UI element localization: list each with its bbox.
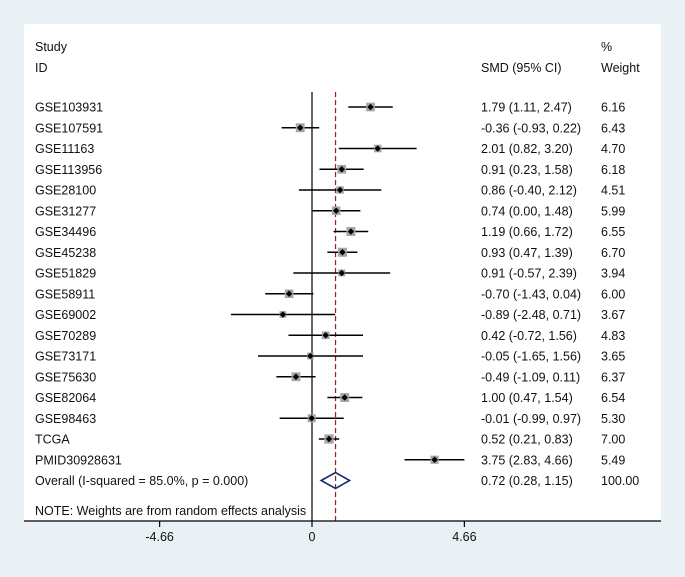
study-label: GSE98463	[35, 412, 96, 426]
ci-text: 1.19 (0.66, 1.72)	[481, 225, 573, 239]
point-estimate	[347, 228, 355, 235]
ci-text: -0.70 (-1.43, 0.04)	[481, 287, 581, 301]
study-label: GSE75630	[35, 370, 96, 384]
point-estimate	[307, 352, 314, 360]
ci-text: -0.89 (-2.48, 0.71)	[481, 308, 581, 322]
ci-text: 2.01 (0.82, 3.20)	[481, 142, 573, 156]
study-label: GSE103931	[35, 101, 103, 115]
study-label: PMID30928631	[35, 453, 122, 467]
weight-text: 6.18	[601, 163, 625, 177]
study-label: GSE45238	[35, 246, 96, 260]
ci-text: -0.49 (-1.09, 0.11)	[481, 370, 580, 384]
study-label: GSE28100	[35, 184, 96, 198]
x-axis: -4.66 0 4.66	[24, 520, 661, 544]
weight-text: 3.67	[601, 308, 625, 322]
header-smd: SMD (95% CI)	[481, 61, 562, 75]
weight-text: 7.00	[601, 433, 625, 447]
point-estimate	[292, 373, 300, 381]
point-estimate	[322, 331, 329, 339]
ci-text: 0.86 (-0.40, 2.12)	[481, 184, 577, 198]
ci-text: 1.00 (0.47, 1.54)	[481, 391, 573, 405]
ci-text: -0.05 (-1.65, 1.56)	[481, 350, 581, 364]
point-estimate	[431, 456, 438, 464]
weight-text: 6.55	[601, 225, 625, 239]
x-tick-label: 4.66	[452, 530, 476, 544]
ci-text: 0.74 (0.00, 1.48)	[481, 204, 573, 218]
point-estimate	[338, 165, 346, 173]
point-estimate	[332, 207, 340, 215]
x-tick-label: -4.66	[145, 530, 174, 544]
point-estimate	[279, 311, 287, 318]
ci-text: -0.01 (-0.99, 0.97)	[481, 412, 581, 426]
overall-label: Overall (I-squared = 85.0%, p = 0.000)	[35, 474, 248, 488]
point-estimate	[339, 248, 346, 256]
study-label: GSE11163	[35, 142, 94, 156]
weight-text: 4.51	[601, 184, 625, 198]
point-estimate	[308, 414, 315, 422]
point-estimate	[374, 145, 381, 152]
weight-text: 4.83	[601, 329, 625, 343]
study-label: GSE31277	[35, 204, 96, 218]
study-label: GSE82064	[35, 391, 96, 405]
point-estimate	[285, 290, 293, 298]
ci-text: 0.91 (0.23, 1.58)	[481, 163, 573, 177]
weight-text: 4.70	[601, 142, 625, 156]
weight-text: 5.99	[601, 204, 625, 218]
point-estimate	[325, 435, 333, 443]
weight-text: 3.94	[601, 267, 625, 281]
ci-text: -0.36 (-0.93, 0.22)	[481, 121, 581, 135]
weight-text: 6.00	[601, 287, 625, 301]
ci-text: 1.79 (1.11, 2.47)	[481, 101, 572, 115]
weight-text: 6.16	[601, 101, 625, 115]
header-study: Study	[35, 40, 68, 54]
ci-text: 0.91 (-0.57, 2.39)	[481, 267, 577, 281]
ci-text: 0.93 (0.47, 1.39)	[481, 246, 573, 260]
study-label: GSE107591	[35, 121, 103, 135]
note-text: NOTE: Weights are from random effects an…	[35, 504, 306, 518]
weight-text: 3.65	[601, 350, 625, 364]
header-id: ID	[35, 61, 48, 75]
study-label: GSE73171	[35, 350, 96, 364]
overall-ci-text: 0.72 (0.28, 1.15)	[481, 474, 573, 488]
overall-weight-text: 100.00	[601, 474, 639, 488]
study-label: GSE58911	[35, 287, 95, 301]
study-label: TCGA	[35, 433, 70, 447]
header-weight: Weight	[601, 61, 640, 75]
weight-text: 6.54	[601, 391, 625, 405]
ci-text: 0.42 (-0.72, 1.56)	[481, 329, 577, 343]
study-label: GSE70289	[35, 329, 96, 343]
x-tick-label: 0	[309, 530, 316, 544]
point-estimate	[341, 394, 348, 401]
overall-diamond	[319, 471, 352, 490]
study-label: GSE51829	[35, 267, 96, 281]
study-label: GSE34496	[35, 225, 96, 239]
weight-text: 6.37	[601, 370, 625, 384]
study-label: GSE69002	[35, 308, 96, 322]
weight-text: 6.43	[601, 121, 625, 135]
header-percent: %	[601, 40, 612, 54]
study-label: GSE113956	[35, 163, 102, 177]
ci-text: 0.52 (0.21, 0.83)	[481, 433, 573, 447]
weight-text: 6.70	[601, 246, 625, 260]
point-estimate	[296, 124, 304, 132]
ci-text: 3.75 (2.83, 4.66)	[481, 453, 573, 467]
weight-text: 5.49	[601, 453, 625, 467]
point-estimate	[338, 269, 346, 277]
point-estimate	[336, 186, 344, 194]
weight-text: 5.30	[601, 412, 625, 426]
